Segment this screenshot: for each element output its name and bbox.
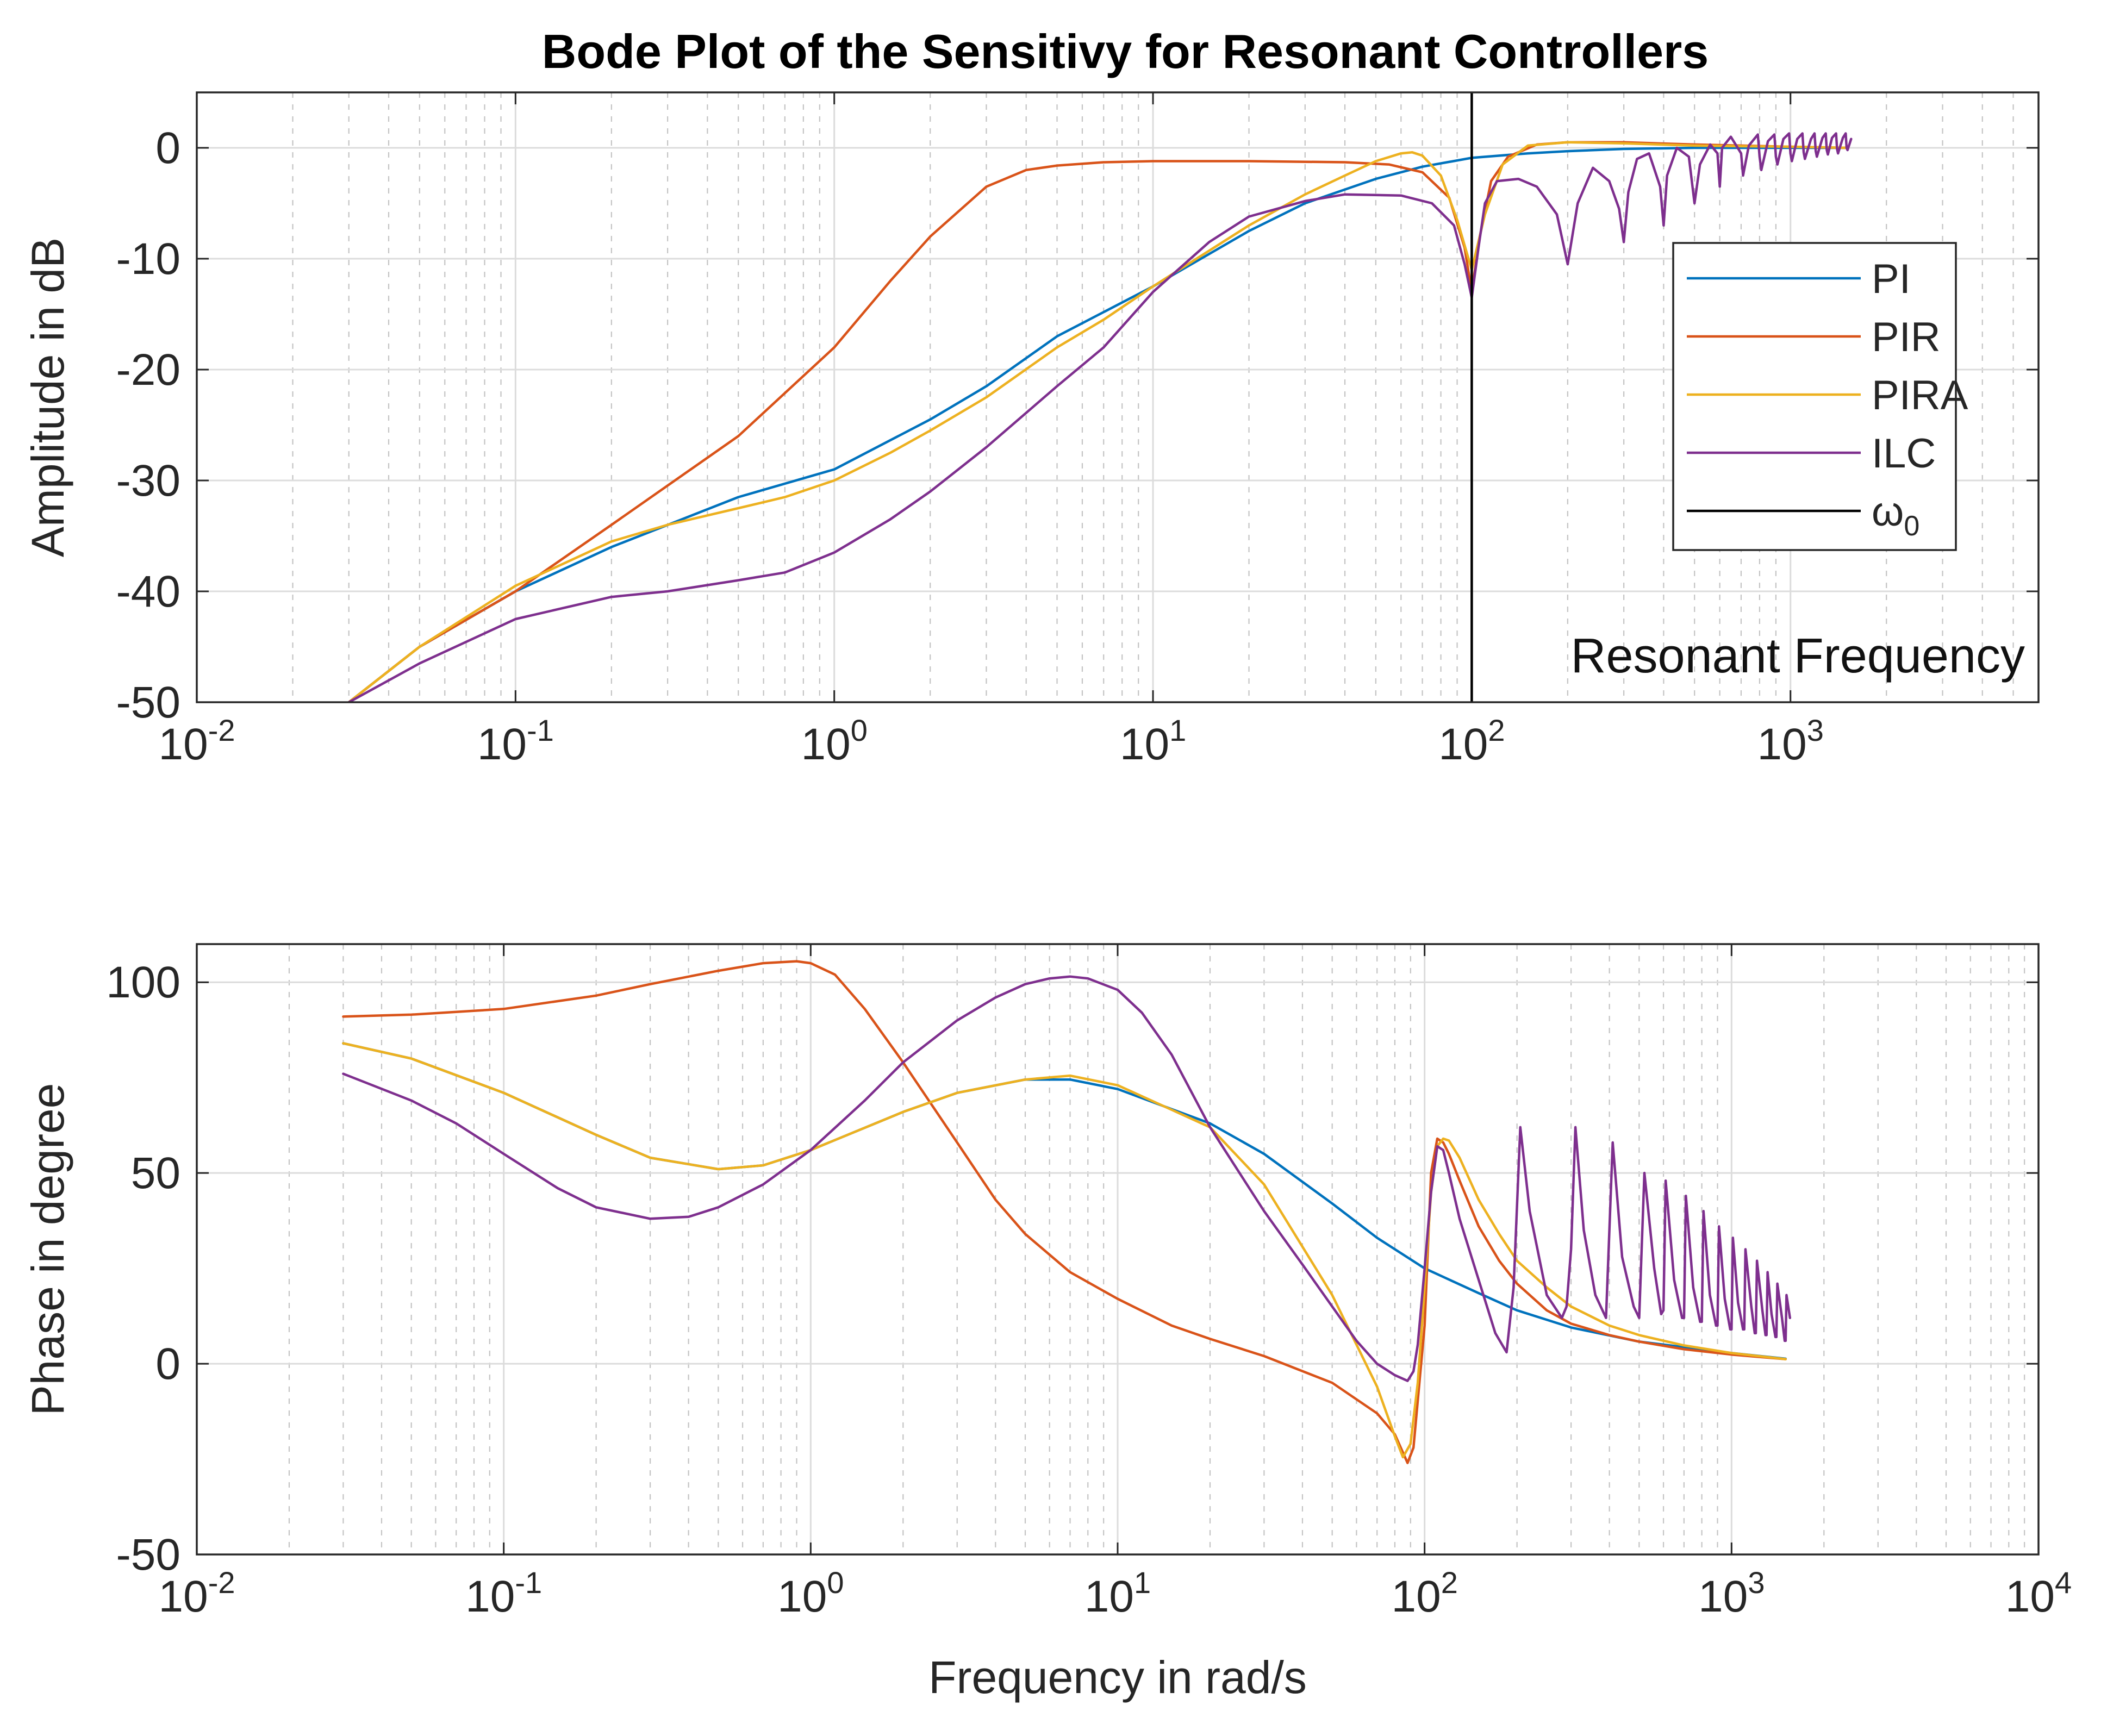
y-tick-label: 100 — [106, 958, 180, 1007]
x-tick-exponent: 1 — [1169, 713, 1186, 747]
x-tick-exponent: -2 — [208, 713, 235, 747]
series-line-pira — [347, 141, 1848, 702]
series-line-pir — [342, 960, 1787, 1464]
series-group — [347, 132, 1853, 702]
y-axis-label: Amplitude in dB — [22, 238, 73, 557]
legend-label: ILC — [1872, 430, 1936, 477]
y-tick-label: -50 — [116, 678, 180, 727]
y-tick-label: 0 — [155, 1339, 180, 1389]
chart-title: Bode Plot of the Sensitivy for Resonant … — [542, 24, 1709, 78]
x-tick-exponent: 3 — [1807, 713, 1824, 747]
legend-label: PI — [1872, 256, 1911, 302]
legend-subscript: 0 — [1904, 510, 1919, 542]
series-line-ilc — [347, 132, 1853, 702]
x-axis-label: Frequency in rad/s — [928, 1652, 1307, 1703]
axes-box — [196, 91, 2040, 703]
x-tick-exponent: 1 — [1134, 1565, 1151, 1600]
x-tick-exponent: 0 — [827, 1565, 844, 1600]
y-tick-label: -40 — [116, 567, 180, 616]
magnitude-panel: 10-2 10-1 100 101 102 1030-10-20-30-40-50Ampl… — [22, 91, 2040, 769]
x-tick-exponent: 2 — [1441, 1565, 1458, 1600]
x-tick-label: 102 — [1391, 1565, 1457, 1621]
y-tick-label: 0 — [155, 123, 180, 173]
legend-box — [1672, 242, 1957, 551]
x-tick-label: 10-2 — [158, 713, 235, 769]
x-tick-exponent: -2 — [208, 1565, 235, 1600]
y-tick-label: -10 — [116, 234, 180, 284]
x-tick-exponent: 0 — [851, 713, 868, 747]
y-tick-label: 50 — [131, 1148, 180, 1198]
x-tick-exponent: 3 — [1748, 1565, 1765, 1600]
axes-box — [196, 943, 2040, 1556]
y-tick-label: -20 — [116, 345, 180, 395]
x-tick-exponent: -1 — [527, 713, 554, 747]
series-group — [342, 960, 1792, 1464]
legend-label: PIRA — [1872, 372, 1968, 419]
series-line-pi — [347, 146, 1848, 702]
x-tick-exponent: -1 — [515, 1565, 542, 1600]
x-tick-exponent: 4 — [2055, 1565, 2072, 1600]
y-tick-label: -50 — [116, 1530, 180, 1579]
legend-label: PIR — [1872, 314, 1941, 360]
x-tick-exponent: 2 — [1488, 713, 1505, 747]
resonant-frequency-annotation: Resonant Frequency — [1571, 629, 2025, 683]
series-line-ilc — [342, 975, 1792, 1382]
y-axis-label: Phase in degree — [22, 1083, 73, 1416]
series-line-pira — [342, 1042, 1787, 1459]
y-tick-label: -30 — [116, 456, 180, 505]
